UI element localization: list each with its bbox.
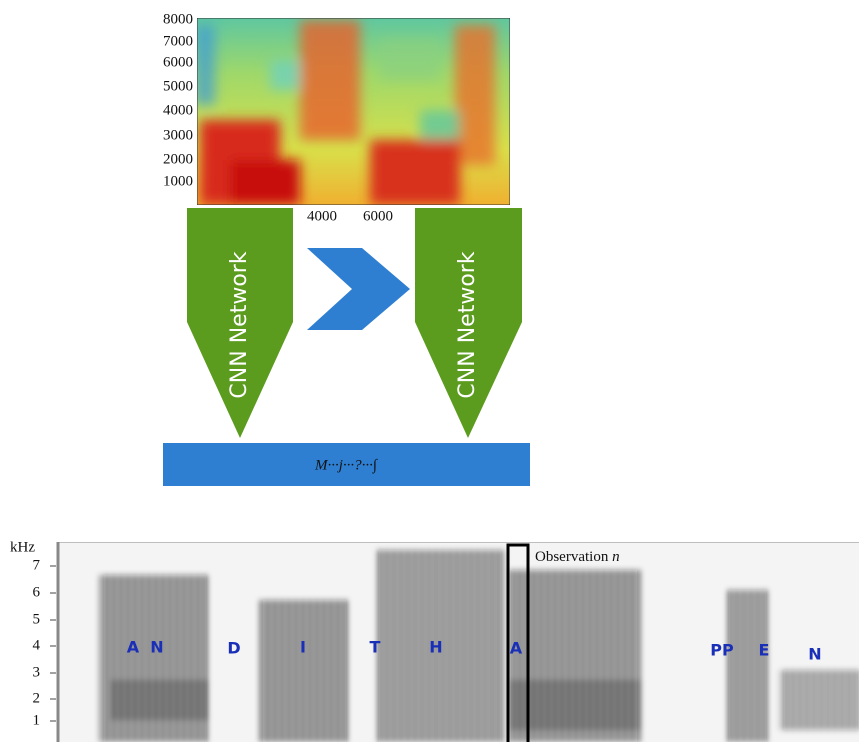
annotation-text: Observation xyxy=(535,549,609,565)
output-formula: M···j···?···∫ xyxy=(314,457,379,473)
y-label: 8000 xyxy=(163,11,193,27)
cnn-label: CNN Network xyxy=(455,251,480,398)
phoneme: N xyxy=(808,645,821,664)
phoneme: D xyxy=(227,639,240,658)
phoneme: E xyxy=(759,641,770,660)
top-spectrogram xyxy=(195,18,510,205)
y-label: 4 xyxy=(33,637,41,653)
phoneme: A xyxy=(127,638,140,657)
y-label: 6000 xyxy=(163,54,193,70)
bottom-spectrogram xyxy=(58,542,859,742)
y-label: 2 xyxy=(33,690,41,706)
y-label: 3000 xyxy=(163,127,193,143)
unit-label: kHz xyxy=(10,539,35,555)
y-label: 3 xyxy=(33,664,41,680)
y-label: 2000 xyxy=(163,151,193,167)
x-label: 4000 xyxy=(307,208,337,224)
x-label: 6000 xyxy=(363,208,393,224)
y-label: 1000 xyxy=(163,173,193,189)
y-label: 5 xyxy=(33,611,41,627)
diagram: CNN Network CNN Network M···j···?···∫ Ob… xyxy=(0,0,859,742)
observation-annotation: Observation n xyxy=(535,549,620,565)
y-label: 1 xyxy=(33,712,41,728)
cnn-label: CNN Network xyxy=(227,251,252,398)
phoneme: I xyxy=(300,638,306,657)
phoneme: N xyxy=(150,638,163,657)
phoneme: A xyxy=(510,639,523,658)
phoneme: PP xyxy=(710,641,734,660)
chevron-arrow xyxy=(307,248,410,330)
y-label: 7 xyxy=(33,557,41,573)
phoneme: H xyxy=(429,638,442,657)
y-label: 5000 xyxy=(163,78,193,94)
annotation-var: n xyxy=(612,549,620,565)
y-label: 7000 xyxy=(163,33,193,49)
y-label: 6 xyxy=(33,584,41,600)
phoneme: T xyxy=(370,638,381,657)
y-label: 4000 xyxy=(163,102,193,118)
